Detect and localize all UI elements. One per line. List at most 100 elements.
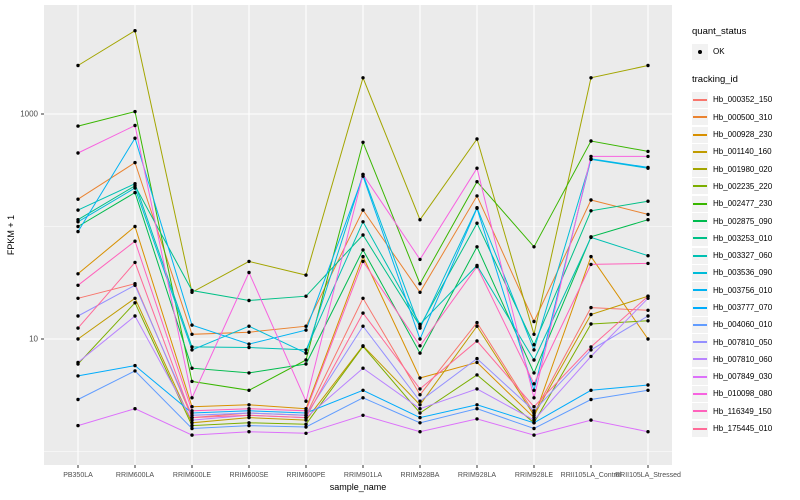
data-point (589, 262, 593, 267)
data-point (475, 206, 479, 210)
data-point (247, 330, 251, 334)
data-point (646, 308, 650, 312)
data-point (361, 296, 365, 300)
data-point (133, 296, 137, 300)
data-point (247, 388, 251, 392)
data-point (190, 348, 194, 352)
data-point (475, 417, 479, 421)
legend-item-quant: OK (692, 43, 798, 60)
data-point (418, 403, 422, 407)
data-point (247, 298, 251, 303)
data-point (589, 345, 593, 349)
data-point (76, 337, 80, 341)
data-point (76, 229, 80, 234)
data-point (361, 396, 365, 400)
legend-item-label: Hb_000352_150 (713, 95, 773, 105)
data-point (475, 180, 479, 184)
data-point (133, 190, 137, 195)
legend-item-Hb_007810_050: Hb_007810_050 (692, 333, 798, 351)
data-point (304, 294, 308, 298)
legend-item-Hb_002477_230: Hb_002477_230 (692, 195, 798, 212)
data-point (532, 396, 536, 400)
data-point (304, 399, 308, 403)
data-point (247, 430, 251, 434)
legend-item-Hb_000500_310: Hb_000500_310 (692, 109, 798, 126)
data-point (190, 418, 194, 422)
data-point (76, 124, 80, 128)
data-point (418, 399, 422, 403)
line-swatch-icon (692, 109, 708, 126)
y-tick-label: 1000 (20, 110, 38, 119)
data-point (190, 426, 194, 431)
x-tick-label: RRIM600PE (287, 472, 326, 479)
legend-item-label: Hb_002875_090 (713, 216, 773, 226)
line-swatch-icon (692, 316, 708, 333)
data-point (361, 140, 365, 144)
data-point (361, 311, 365, 315)
legend-item-Hb_001980_020: Hb_001980_020 (692, 160, 798, 178)
data-point (361, 172, 365, 177)
data-point (589, 154, 593, 159)
data-point (418, 344, 422, 348)
legend-item-label: Hb_002235_220 (713, 181, 773, 191)
data-point (589, 235, 593, 240)
data-point (361, 366, 365, 370)
data-point (418, 218, 422, 222)
legend-item-label: Hb_004060_010 (713, 320, 773, 330)
data-point (133, 314, 137, 318)
data-point (133, 224, 137, 229)
data-point (646, 154, 650, 159)
line-swatch-icon (692, 143, 708, 160)
data-point (589, 198, 593, 202)
data-point (304, 415, 308, 420)
data-point (190, 405, 194, 409)
line-swatch-icon (692, 230, 708, 247)
data-point (532, 343, 536, 347)
data-point (190, 433, 194, 437)
data-point (133, 123, 137, 128)
legend-item-Hb_000928_230: Hb_000928_230 (692, 126, 798, 143)
data-point (532, 319, 536, 324)
data-point (475, 264, 479, 269)
x-tick-label: RRII105LA_Stressed (615, 472, 681, 479)
line-swatch-icon (692, 334, 708, 351)
legend-item-label: Hb_010098_080 (713, 389, 773, 399)
legend-item-Hb_007849_030: Hb_007849_030 (692, 368, 798, 385)
data-point (418, 322, 422, 326)
data-point (418, 351, 422, 355)
data-point (589, 305, 593, 310)
data-point (532, 371, 536, 375)
data-point (418, 387, 422, 391)
data-point (418, 326, 422, 330)
data-point (304, 351, 308, 355)
legend-item-label: OK (713, 47, 725, 57)
data-point (304, 358, 308, 362)
data-point (133, 363, 137, 368)
legend-item-label: Hb_003777_070 (713, 303, 773, 312)
data-point (646, 294, 650, 298)
data-point (190, 288, 194, 293)
x-tick-label: RRIM928LA (458, 472, 496, 479)
y-tick-label: 10 (29, 335, 38, 344)
data-point (532, 433, 536, 437)
data-point (475, 166, 479, 170)
data-point (532, 348, 536, 352)
line-swatch-icon (692, 351, 708, 368)
legend-item-Hb_175445_010: Hb_175445_010 (692, 420, 798, 437)
data-point (247, 324, 251, 328)
data-point (133, 136, 137, 140)
data-point (133, 239, 137, 243)
legend-item-label: Hb_116349_150 (713, 406, 772, 416)
data-point (304, 273, 308, 277)
data-point (190, 323, 194, 327)
x-axis-title: sample_name (329, 482, 387, 492)
legend-item-label: Hb_003327_060 (713, 251, 773, 261)
data-point (361, 208, 365, 212)
data-point (646, 314, 650, 318)
legend-item-Hb_004060_010: Hb_004060_010 (692, 316, 798, 333)
legend-item-label: Hb_001140_160 (713, 147, 772, 157)
legend-item-label: Hb_000928_230 (713, 130, 773, 140)
data-point (247, 345, 251, 350)
legend-item-label: Hb_000500_310 (713, 112, 773, 122)
legend-item-Hb_007810_060: Hb_007810_060 (692, 351, 798, 368)
